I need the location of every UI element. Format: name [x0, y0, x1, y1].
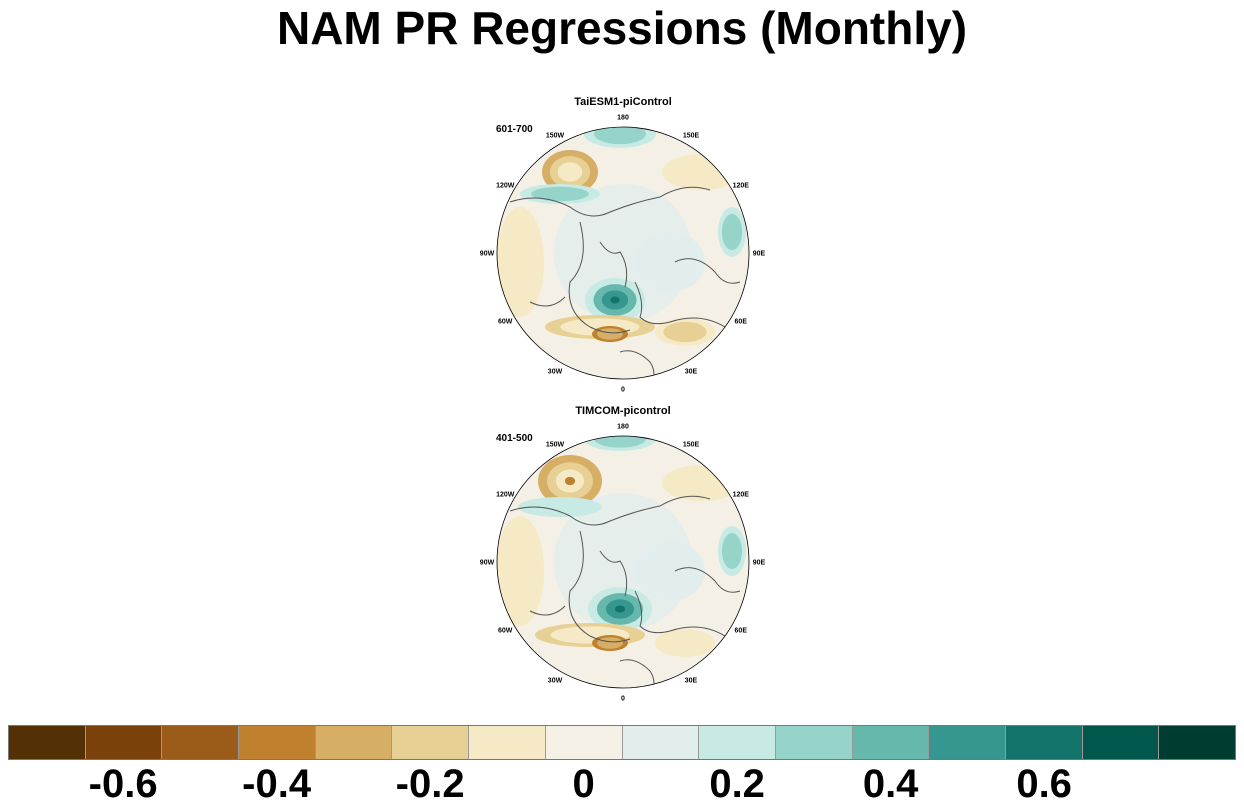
longitude-label: 60E	[735, 628, 748, 635]
coastline	[509, 495, 711, 526]
colorbar-swatch	[239, 726, 316, 759]
colorbar	[8, 725, 1236, 760]
field-contour	[662, 154, 742, 190]
colorbar-swatch	[929, 726, 1006, 759]
coastline	[674, 258, 741, 284]
longitude-label: 90W	[480, 251, 495, 258]
field-contour	[597, 328, 623, 340]
figure-title: NAM PR Regressions (Monthly)	[276, 2, 968, 54]
coastline	[529, 296, 566, 307]
longitude-label: 120W	[496, 492, 515, 499]
panel-title: TaiESM1-piControl	[574, 96, 672, 108]
coastline	[619, 350, 655, 379]
colorbar-tick-label: 0.4	[862, 762, 919, 806]
field-contour	[721, 214, 743, 250]
coastline	[599, 241, 628, 288]
field-contour	[663, 321, 707, 343]
colorbar-swatch	[392, 726, 470, 759]
colorbar-tick-label: -0.2	[395, 762, 465, 806]
longitude-label: 0	[621, 696, 625, 703]
panel-title: TIMCOM-picontrol	[575, 405, 671, 417]
longitude-label: 60W	[498, 628, 513, 635]
longitude-label: 120W	[496, 183, 515, 190]
polar-map: 180 150E 120E 90E 60E 30E 0 30W 60W 90W 120W 150W	[480, 115, 766, 394]
longitude-label: 30E	[685, 677, 698, 684]
longitude-label: 120E	[733, 492, 750, 499]
field-contour	[518, 497, 602, 517]
field-contour	[614, 605, 626, 613]
coastline	[619, 659, 655, 688]
coastline	[674, 567, 741, 593]
field-contour	[594, 436, 646, 448]
longitude-label: 60E	[735, 319, 748, 326]
colorbar-swatch	[852, 726, 930, 759]
coastline	[509, 186, 711, 217]
field-contour	[557, 162, 583, 182]
longitude-label: 30W	[548, 368, 563, 375]
longitude-label: 60W	[498, 319, 513, 326]
field-contour	[655, 629, 715, 657]
longitude-label: 120E	[733, 183, 750, 190]
coastline	[634, 281, 726, 328]
colorbar-swatch	[1159, 726, 1235, 759]
longitude-label: 150W	[546, 133, 565, 140]
field-contour	[635, 541, 705, 601]
longitude-label: 150W	[546, 442, 565, 449]
colorbar-swatch	[775, 726, 853, 759]
coastline	[634, 590, 726, 637]
colorbar-tick-label: 0.2	[709, 762, 765, 806]
longitude-label: 90E	[753, 251, 766, 258]
colorbar-swatch	[622, 726, 700, 759]
field-contour	[594, 127, 646, 145]
colorbar-swatch	[545, 726, 623, 759]
longitude-label: 150E	[683, 442, 700, 449]
colorbar-swatch	[162, 726, 240, 759]
map-border	[496, 435, 750, 689]
colorbar-swatch	[469, 726, 546, 759]
field-contour	[597, 637, 623, 649]
colorbar-tick-label: -0.4	[242, 762, 312, 806]
colorbar-tick-label: 0.6	[1016, 762, 1072, 806]
colorbar-swatch	[9, 726, 86, 759]
field-contour	[635, 232, 705, 292]
colorbar-tick-label: 0	[572, 762, 595, 806]
longitude-label: 90W	[480, 560, 495, 567]
panel-period: 601-700	[496, 124, 533, 135]
longitude-label: 30E	[685, 368, 698, 375]
colorbar-swatch	[1005, 726, 1083, 759]
coastline	[568, 530, 631, 643]
colorbar-swatch	[1082, 726, 1160, 759]
coastline	[599, 550, 628, 597]
colorbar-swatch	[315, 726, 393, 759]
colorbar-swatch	[699, 726, 776, 759]
coastline	[568, 221, 631, 334]
panel-timcom: TIMCOM-picontrol 401-500 180 150E 120E 90E 6…	[470, 403, 776, 703]
longitude-label: 30W	[548, 677, 563, 684]
colorbar-swatch	[85, 726, 163, 759]
map-border	[496, 126, 750, 380]
field-contour	[721, 533, 743, 569]
longitude-label: 180	[617, 424, 629, 431]
longitude-label: 90E	[753, 560, 766, 567]
colorbar-tick-label: -0.6	[88, 762, 158, 806]
longitude-label: 150E	[683, 133, 700, 140]
longitude-label: 0	[621, 387, 625, 394]
longitude-label: 180	[617, 115, 629, 122]
polar-map: 180 150E 120E 90E 60E 30E 0 30W 60W 90W 120W 150W	[480, 424, 766, 703]
field-contour	[497, 207, 544, 317]
field-contour	[610, 296, 620, 304]
field-contour	[564, 476, 576, 486]
panel-taiesm1: TaiESM1-piControl 601-700 180 150E 120E 90E…	[470, 94, 776, 394]
field-contour	[531, 186, 589, 202]
panel-period: 401-500	[496, 433, 533, 444]
field-contour	[497, 516, 544, 626]
coastline	[529, 605, 566, 616]
